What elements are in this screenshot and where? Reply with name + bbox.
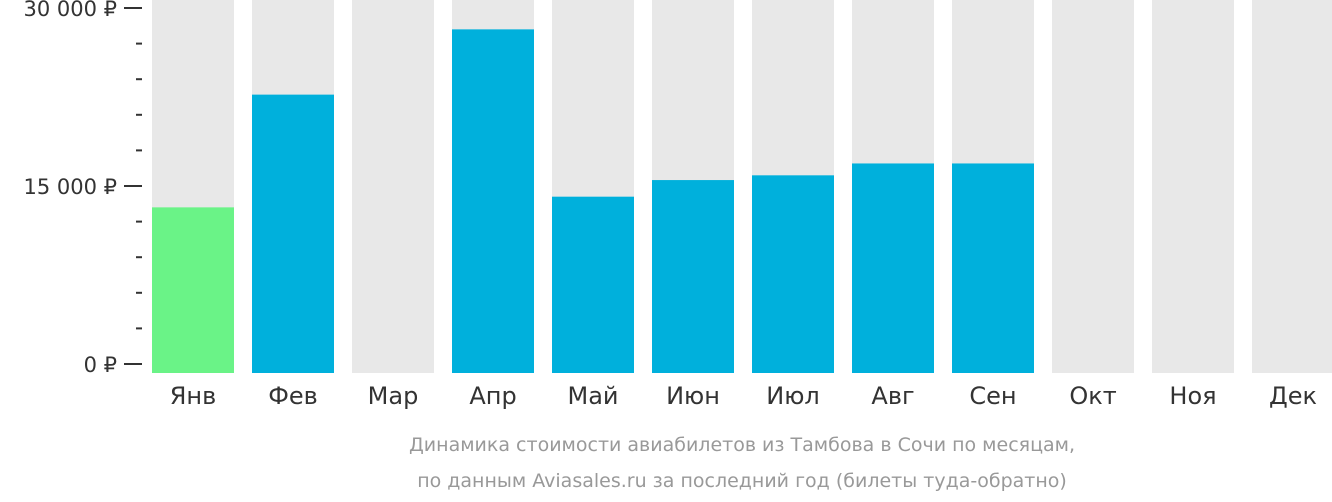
chart-caption-line-2: по данным Aviasales.ru за последний год … [417,470,1067,492]
x-tick-label-8: Авг [871,382,914,410]
x-tick-label-9: Сен [969,382,1016,410]
y-tick-label-3: 30 000 ₽ [23,0,117,21]
y-axis: 0 ₽ 15 000 ₽ 30 000 ₽ [23,0,142,377]
y-tick-label-2: 15 000 ₽ [23,175,117,199]
x-tick-label-4: Апр [469,382,516,410]
background-bar-12 [1252,0,1332,373]
bar-9 [952,163,1034,373]
x-tick-label-1: Янв [170,382,217,410]
bar-4 [452,29,534,374]
background-bar-11 [1152,0,1234,373]
bar-5 [552,196,634,373]
bar-6 [652,180,734,373]
x-tick-label-12: Дек [1269,382,1317,410]
y-tick-label-1: 0 ₽ [84,353,117,377]
background-bar-10 [1052,0,1134,373]
bar-2 [252,94,334,374]
data-bars [152,29,1034,374]
x-tick-label-3: Мар [368,382,419,410]
bar-7 [752,175,834,373]
bar-8 [852,163,934,373]
x-tick-label-6: Июн [666,382,720,410]
x-tick-label-5: Май [567,382,618,410]
x-axis: Янв Фев Мар Апр Май Июн Июл Авг Сен Окт Ноя Дек [170,382,1317,410]
bar-1 [152,207,234,373]
x-tick-label-11: Ноя [1169,382,1216,410]
x-tick-label-7: Июл [766,382,820,410]
chart-caption-line-1: Динамика стоимости авиабилетов из Тамбов… [409,434,1075,456]
x-tick-label-2: Фев [268,382,318,410]
background-bar-3 [352,0,434,373]
x-tick-label-10: Окт [1069,382,1116,410]
